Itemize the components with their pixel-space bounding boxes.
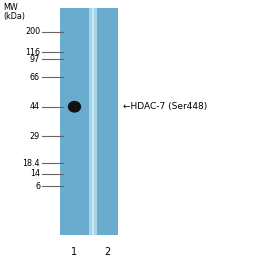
Text: (kDa): (kDa) [3, 12, 25, 21]
Text: 2: 2 [104, 247, 111, 257]
Text: 18.4: 18.4 [23, 159, 40, 168]
Text: 44: 44 [30, 102, 40, 111]
Text: 29: 29 [30, 132, 40, 141]
Text: ←HDAC-7 (Ser448): ←HDAC-7 (Ser448) [123, 102, 207, 111]
Text: 66: 66 [30, 73, 40, 82]
Ellipse shape [68, 101, 81, 113]
Text: 6: 6 [35, 182, 40, 191]
Text: MW: MW [3, 3, 18, 12]
Text: 14: 14 [30, 169, 40, 178]
Bar [60, 8, 118, 235]
Text: 1: 1 [71, 247, 78, 257]
Text: 97: 97 [30, 55, 40, 64]
Text: 116: 116 [25, 48, 40, 57]
Text: 200: 200 [25, 27, 40, 36]
Bar [92, 8, 94, 235]
Bar [89, 8, 97, 235]
